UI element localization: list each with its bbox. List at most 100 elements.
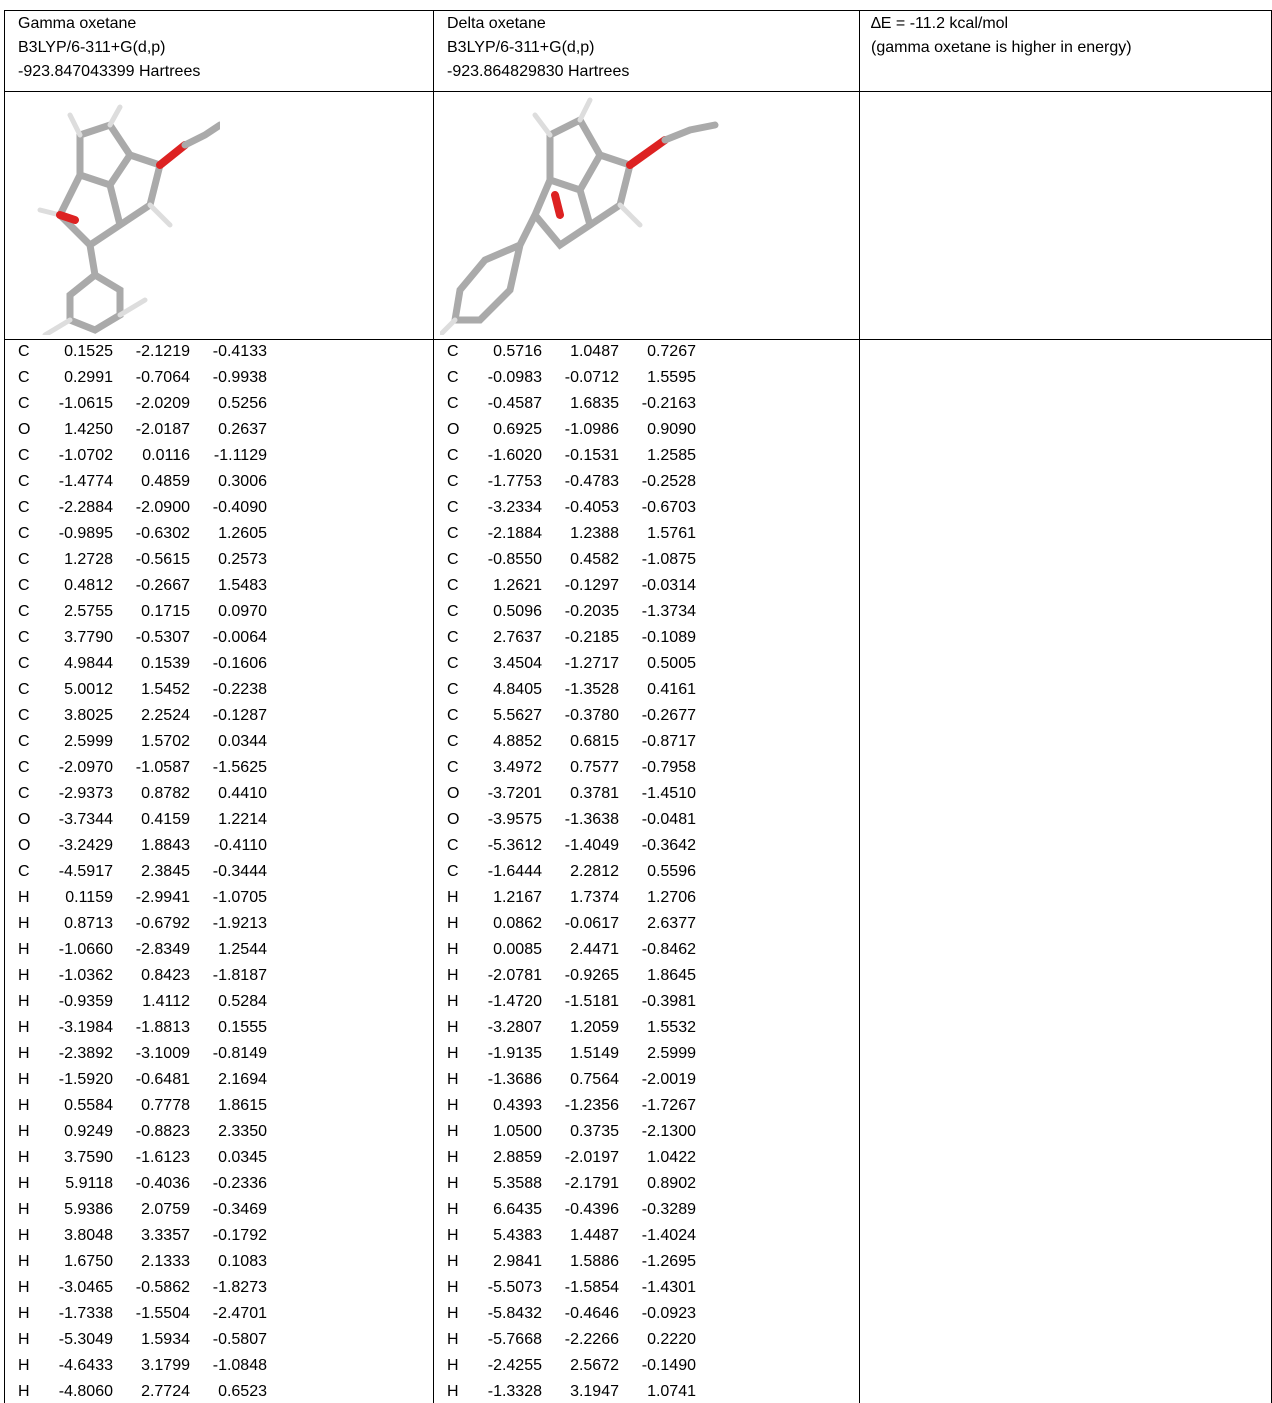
coordinate: -0.7064 — [113, 365, 190, 391]
coordinate-row: C-0.85500.4582-1.0875 — [447, 547, 696, 573]
coordinate: 0.4161 — [619, 677, 696, 703]
coordinate-row: O-3.73440.41591.2214 — [18, 807, 267, 833]
coordinate: -0.2677 — [619, 703, 696, 729]
coordinate: 0.0862 — [465, 911, 542, 937]
coordinate: 2.9841 — [465, 1249, 542, 1275]
element: C — [447, 703, 465, 729]
element: O — [447, 781, 465, 807]
coordinate: -0.3780 — [542, 703, 619, 729]
element: O — [18, 417, 36, 443]
element: C — [18, 599, 36, 625]
coordinate: 3.7790 — [36, 625, 113, 651]
coordinate-row: C3.80252.2524-0.1287 — [18, 703, 267, 729]
coordinate-row: H-2.3892-3.1009-0.8149 — [18, 1041, 267, 1067]
element: H — [18, 1379, 36, 1403]
coordinate: -1.4049 — [542, 833, 619, 859]
coordinate: -0.2163 — [619, 391, 696, 417]
coordinate: 1.5761 — [619, 521, 696, 547]
coordinate-row: H0.8713-0.6792-1.9213 — [18, 911, 267, 937]
element: H — [447, 1223, 465, 1249]
element: H — [447, 1353, 465, 1379]
coordinate-row: C2.7637-0.2185-0.1089 — [447, 625, 696, 651]
coordinate: 1.2728 — [36, 547, 113, 573]
coordinate-row: C-1.7753-0.4783-0.2528 — [447, 469, 696, 495]
coordinate: -1.0848 — [190, 1353, 267, 1379]
element: C — [18, 651, 36, 677]
coordinate: 0.1159 — [36, 885, 113, 911]
coordinate-row: C0.5096-0.2035-1.3734 — [447, 599, 696, 625]
element: H — [447, 1301, 465, 1327]
coordinate: 2.8859 — [465, 1145, 542, 1171]
element: H — [447, 989, 465, 1015]
coordinate: -1.4774 — [36, 469, 113, 495]
coordinate: -0.0617 — [542, 911, 619, 937]
molecule-image — [20, 95, 220, 335]
coordinate: 5.3588 — [465, 1171, 542, 1197]
element: C — [18, 729, 36, 755]
element: H — [18, 1327, 36, 1353]
coordinate: -1.1129 — [190, 443, 267, 469]
coordinate: -5.8432 — [465, 1301, 542, 1327]
coordinate-row: C3.4504-1.27170.5005 — [447, 651, 696, 677]
coordinate: 0.2220 — [619, 1327, 696, 1353]
element: C — [18, 339, 36, 365]
coordinate: 2.7637 — [465, 625, 542, 651]
coordinate: 0.0345 — [190, 1145, 267, 1171]
border — [433, 10, 434, 1403]
coordinate-row: C0.57161.04870.7267 — [447, 339, 696, 365]
element: H — [18, 989, 36, 1015]
coordinate: -0.6703 — [619, 495, 696, 521]
coordinate: 4.8405 — [465, 677, 542, 703]
coordinate: 1.5452 — [113, 677, 190, 703]
coordinate: -1.0660 — [36, 937, 113, 963]
element: H — [447, 1171, 465, 1197]
element: H — [447, 911, 465, 937]
coordinate: -2.4701 — [190, 1301, 267, 1327]
coordinate: -0.9938 — [190, 365, 267, 391]
coordinate: 0.6815 — [542, 729, 619, 755]
coordinate: 3.3357 — [113, 1223, 190, 1249]
coordinate: 5.9118 — [36, 1171, 113, 1197]
element: C — [447, 573, 465, 599]
coordinate-row: H5.93862.0759-0.3469 — [18, 1197, 267, 1223]
element: C — [18, 625, 36, 651]
coordinate-row: C0.2991-0.7064-0.9938 — [18, 365, 267, 391]
element: H — [18, 1041, 36, 1067]
coordinate: 1.4250 — [36, 417, 113, 443]
element: C — [447, 677, 465, 703]
border — [4, 10, 1272, 11]
coordinate: 2.1694 — [190, 1067, 267, 1093]
element: C — [18, 755, 36, 781]
coordinate: -5.3612 — [465, 833, 542, 859]
element: O — [18, 833, 36, 859]
element: H — [447, 1379, 465, 1403]
element: H — [18, 1093, 36, 1119]
coordinate: -1.3638 — [542, 807, 619, 833]
coordinate: 1.6835 — [542, 391, 619, 417]
coordinate: -0.4133 — [190, 339, 267, 365]
element: H — [18, 963, 36, 989]
coordinate: -1.3328 — [465, 1379, 542, 1403]
coordinate: 0.0344 — [190, 729, 267, 755]
element: H — [18, 937, 36, 963]
coordinate: -0.0064 — [190, 625, 267, 651]
coordinate: -0.8823 — [113, 1119, 190, 1145]
coordinate: -3.2334 — [465, 495, 542, 521]
coordinate: 1.2544 — [190, 937, 267, 963]
element: H — [18, 1301, 36, 1327]
coordinate: -0.9265 — [542, 963, 619, 989]
coordinate: -0.1297 — [542, 573, 619, 599]
coordinate: -0.5307 — [113, 625, 190, 651]
coordinate-row: C-0.0983-0.07121.5595 — [447, 365, 696, 391]
coordinate: 1.5886 — [542, 1249, 619, 1275]
coordinate: -2.0197 — [542, 1145, 619, 1171]
coordinate: -2.9941 — [113, 885, 190, 911]
